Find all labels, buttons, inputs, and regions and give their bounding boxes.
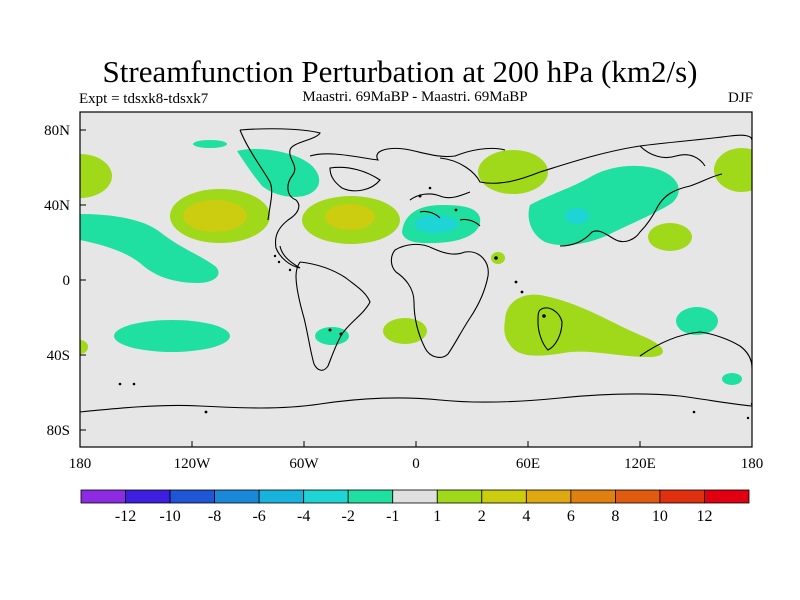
colorbar-swatch [436,489,483,504]
coast-north-america-west [239,129,273,221]
longitude-axis: 180 120W 60W 0 60E 120E 180 [69,441,764,472]
colorbar-swatch [615,489,661,504]
coast-africa [390,243,489,358]
contour-fields [80,128,752,420]
colorbar-swatch [570,489,616,504]
coast-australia-antarctica [639,331,752,369]
coast-europe-islands [409,191,481,227]
colorbar-label: 1 [433,508,441,525]
lon-tick-label: 180 [69,456,92,472]
colorbar-label: -8 [208,508,221,525]
colorbar-swatch [659,489,705,504]
positive-anomaly-south-atlantic [383,318,427,344]
positive-anomaly-indian-ocean [504,294,663,357]
colorbar-swatch [169,489,215,504]
period-label: Maastri. 69MaBP - Maastri. 69MaBP [302,89,528,105]
small-islands [118,186,752,420]
colorbar-label: 8 [611,508,619,525]
coastlines [80,128,752,413]
colorbar-label: 12 [696,508,712,525]
lat-tick-label: 40S [47,348,70,364]
season-label: DJF [727,90,753,106]
colorbar-swatch [347,489,394,504]
colorbar-swatch [704,489,750,504]
negative-anomaly-australia [676,307,718,335]
lon-tick-label: 120W [174,456,212,472]
colorbar-label: -6 [252,508,265,525]
colorbar-swatch [80,489,126,504]
positive-anomaly-siberia [478,150,548,194]
lat-tick-label: 40N [44,198,70,214]
lat-tick-label: 0 [63,273,71,289]
colorbar-label: 6 [567,508,575,525]
negative-anomaly-south-america [315,327,349,345]
positive-anomaly-west-pacific [648,223,692,251]
positive-anomaly-east-asia [714,148,752,192]
coast-south-america [295,261,371,371]
colorbar-label: 2 [478,508,486,525]
positive-anomaly-small-east-africa [491,252,505,264]
positive-anomaly-west-pacific-edge [80,154,112,198]
coast-greenland [329,166,381,192]
experiment-label: Expt = tdsxk8-tdsxk7 [79,91,209,107]
negative-anomaly-north-america [237,148,320,197]
latitude-axis: 80N 40N 0 40S 80S [44,123,86,439]
lon-tick-label: 120E [624,456,656,472]
colorbar-swatch [525,489,572,504]
lat-tick-label: 80N [44,123,70,139]
coast-north-america [239,128,321,269]
negative-anomaly-europe-core [414,215,458,233]
colorbar-swatch [214,489,260,504]
colorbar-label: -1 [386,508,399,525]
chart-title: Streamfunction Perturbation at 200 hPa (… [102,54,698,89]
lon-tick-label: 60W [289,456,319,472]
colorbar-label: 10 [652,508,668,525]
negative-anomaly-asia [528,165,679,246]
colorbar: -12 -10 -8 -6 -4 -2 -1 1 2 4 6 8 10 12 [80,489,750,525]
positive-anomaly-southwest-edge [80,340,88,354]
lon-tick-label: 0 [412,456,420,472]
colorbar-label: -10 [159,508,180,525]
negative-anomaly-south-pacific [114,320,230,352]
coast-asia-south [559,173,723,247]
coast-india [537,307,563,351]
colorbar-swatch [481,489,527,504]
colorbar-label: -2 [342,508,355,525]
negative-anomaly-arctic-strip [193,140,227,148]
colorbar-swatch [392,489,438,504]
colorbar-label: -12 [115,508,136,525]
positive-anomaly-atlantic-core [325,204,375,230]
negative-anomaly-north-pacific [80,214,219,283]
lat-tick-label: 80S [47,423,70,439]
colorbar-label: 4 [522,508,530,525]
colorbar-swatch [125,489,171,504]
colorbar-label: -4 [297,508,310,525]
coast-eurasia [439,134,752,184]
coast-arctic [309,147,506,161]
coast-antarctica [80,393,752,413]
lon-tick-label: 60E [516,456,540,472]
positive-anomaly-pacific-core [183,200,247,232]
negative-anomaly-asia-core [565,208,589,224]
negative-anomaly-southern-ocean [722,373,742,385]
colorbar-swatch [303,489,349,504]
lon-tick-label: 180 [741,456,764,472]
coast-east-asia [639,145,706,167]
colorbar-swatch [258,489,305,504]
